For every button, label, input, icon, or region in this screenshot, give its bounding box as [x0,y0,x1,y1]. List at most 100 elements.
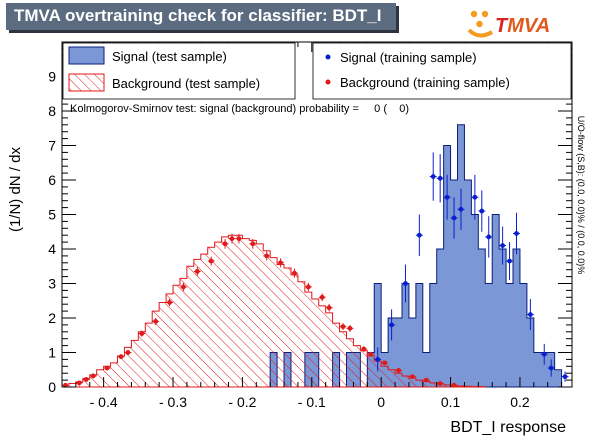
signal-train-point [471,174,479,220]
background-train-point [193,266,201,276]
x-axis-title: BDT_I response [450,419,566,436]
y-tick-label: 2 [48,310,56,326]
signal-train-marker [541,351,547,357]
signal-train-point [457,188,465,231]
background-train-marker [361,346,367,352]
signal-train-point [547,359,555,377]
ks-test-text: Kolmogorov-Smirnov test: signal (backgro… [70,103,409,115]
overflow-text: U/O-flow (S,B): (0.0, 0.0)% / (0.0, 0.0)… [576,116,586,275]
background-train-point [290,268,298,278]
background-train-point [318,293,326,302]
signal-train-marker [514,231,519,236]
signal-train-point [499,226,507,265]
signal-train-point [485,216,493,258]
histogram-layer [61,124,563,388]
legend-background-train-label: Background (training sample) [340,75,510,90]
background-train-marker [167,300,172,305]
signal-train-marker [451,215,457,221]
signal-train-point [478,190,486,232]
background-train-marker [153,319,159,324]
background-train-marker [236,236,242,242]
background-train-marker [250,241,256,247]
background-train-marker [451,382,457,388]
background-train-marker [340,324,346,330]
background-train-point [263,251,271,261]
y-tick-label: 8 [48,103,56,119]
signal-train-marker [486,234,492,240]
background-train-point [103,365,111,371]
y-tick-label: 1 [48,345,56,361]
y-tick-label: 6 [48,172,56,188]
signal-train-marker [437,175,443,181]
background-train-marker [76,380,82,386]
logo-text-rest: MVA [507,15,550,37]
signal-train-marker [389,322,394,328]
background-train-point [422,377,430,383]
background-train-marker [125,350,131,355]
background-train-point [117,354,125,360]
background-train-marker [368,351,374,357]
background-train-point [166,298,174,307]
x-tick-label: - 0.2 [228,394,256,410]
background-train-marker [63,382,68,388]
background-train-point [82,377,90,382]
signal-train-point [443,174,451,220]
background-train-marker [292,270,297,276]
background-train-point [436,381,444,386]
signal-train-point [402,264,409,303]
y-tick-label: 0 [48,379,56,395]
legend-signal-test-swatch [68,46,105,65]
x-tick-label: 0.1 [441,394,461,410]
background-train-marker [104,365,110,371]
background-train-point [207,256,215,266]
background-train-marker [118,354,124,360]
background-train-point [152,318,160,325]
background-train-point [221,238,229,249]
y-tick-label: 5 [48,207,56,223]
background-train-marker [194,269,200,274]
background-train-point [138,330,146,337]
background-train-marker [382,360,388,366]
logo-text-first: T [495,15,509,37]
background-train-point [179,282,187,292]
background-train-point [367,351,375,357]
background-train-point [408,374,416,380]
signal-train-point [540,343,548,365]
y-tick-label: 9 [48,69,56,85]
signal-train-marker [430,174,436,179]
background-train-point [339,323,347,331]
background-train-marker [423,377,429,383]
background-train-marker [229,236,235,242]
background-train-point [89,373,97,379]
logo-text: TMVA [495,15,550,37]
background-train-point [249,238,257,249]
background-train-point [325,303,333,312]
x-tick-label: 0 [377,394,385,410]
background-train-point [75,380,83,386]
signal-train-marker [416,232,422,238]
x-tick-label: - 0.3 [159,394,187,410]
legend-box-train [312,42,572,100]
signal-train-marker [472,194,478,200]
signal-train-point [415,214,423,256]
signal-train-point [513,212,520,255]
signal-train-marker [527,312,533,317]
x-tick-label: 0.2 [510,394,530,410]
title-bar: TMVA overtraining check for classifier: … [6,3,396,30]
background-test-histogram [61,234,486,388]
background-train-point [235,233,243,244]
signal-train-marker [444,194,450,200]
x-tick-label: - 0.1 [298,394,326,410]
signal-train-point [374,347,382,372]
signal-train-marker [479,208,485,214]
background-train-point [381,360,389,366]
background-train-marker [410,374,415,380]
signal-train-marker [562,374,568,380]
background-train-marker [208,258,214,264]
legend: Signal (test sample) Background (test sa… [62,42,572,100]
signal-train-point [506,242,514,281]
background-train-marker [139,331,145,336]
background-train-marker [278,260,283,266]
y-tick-label: 3 [48,276,56,292]
